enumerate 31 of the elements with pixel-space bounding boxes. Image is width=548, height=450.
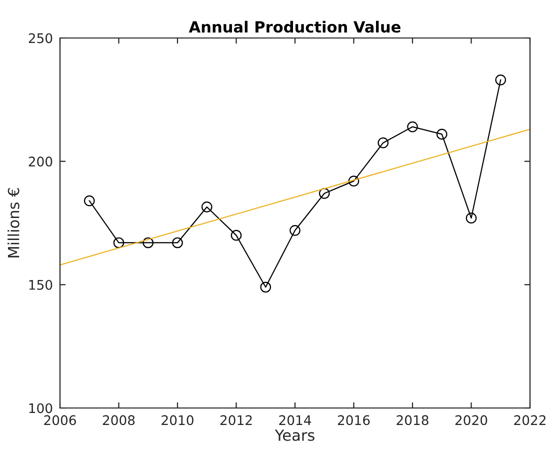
x-tick-label: 2022 xyxy=(514,415,546,426)
y-tick-label: 200 xyxy=(28,156,52,167)
point xyxy=(260,282,272,293)
point xyxy=(378,137,389,148)
x-tick-label: 2008 xyxy=(102,415,135,426)
x-tick-label: 2014 xyxy=(279,415,312,426)
x-tick-label: 2010 xyxy=(162,415,194,426)
y-tick-label: 100 xyxy=(29,403,52,414)
y-axis-title: Millions € xyxy=(8,188,20,258)
point xyxy=(142,237,154,248)
point xyxy=(201,202,212,212)
x-axis-title: Years xyxy=(274,430,314,441)
point xyxy=(230,230,242,241)
point xyxy=(172,237,183,248)
point xyxy=(495,74,506,86)
x-tick-label: 2016 xyxy=(338,415,370,426)
point xyxy=(407,121,418,132)
chart-title: Annual Production Value xyxy=(188,20,400,33)
y-tick-label: 150 xyxy=(29,280,52,290)
point xyxy=(290,224,300,236)
point xyxy=(466,212,477,224)
point xyxy=(84,195,95,206)
point xyxy=(113,237,124,248)
point xyxy=(436,128,448,140)
point xyxy=(318,188,330,199)
y-tick-label: 250 xyxy=(28,33,52,44)
x-tick-label: 2020 xyxy=(455,415,488,426)
x-tick-label: 2012 xyxy=(220,415,252,426)
x-tick-label: 2006 xyxy=(44,415,76,426)
x-tick-label: 2018 xyxy=(396,415,428,426)
point xyxy=(348,176,360,186)
